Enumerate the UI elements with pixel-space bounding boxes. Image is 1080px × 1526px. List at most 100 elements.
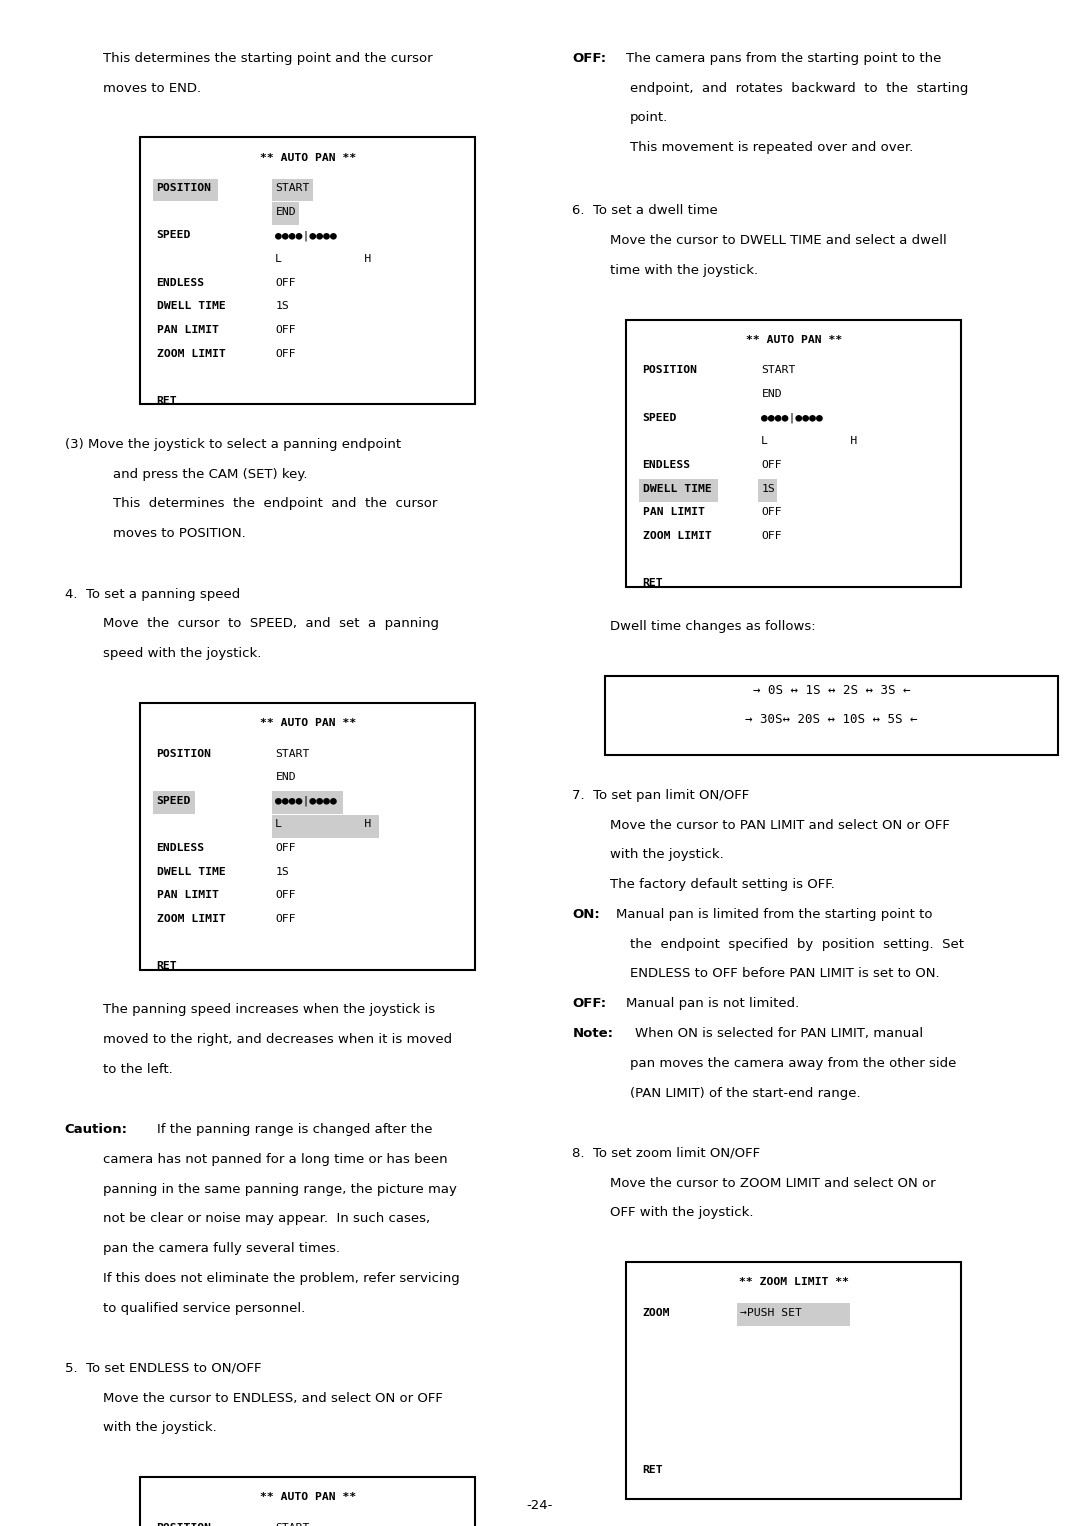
Text: ** AUTO PAN **: ** AUTO PAN **: [259, 153, 356, 163]
Text: point.: point.: [630, 111, 667, 125]
Text: ●●●●|●●●●: ●●●●|●●●●: [275, 795, 337, 806]
Text: → 0S ↔ 1S ↔ 2S ↔ 3S ←: → 0S ↔ 1S ↔ 2S ↔ 3S ←: [753, 684, 910, 697]
Text: -24-: -24-: [527, 1499, 553, 1512]
Text: This  determines  the  endpoint  and  the  cursor: This determines the endpoint and the cur…: [113, 497, 437, 511]
Bar: [153, 179, 217, 201]
Text: 8.  To set zoom limit ON/OFF: 8. To set zoom limit ON/OFF: [572, 1148, 760, 1160]
Text: END: END: [761, 389, 782, 400]
Text: (PAN LIMIT) of the start-end range.: (PAN LIMIT) of the start-end range.: [630, 1087, 861, 1100]
Text: Move  the  cursor  to  SPEED,  and  set  a  panning: Move the cursor to SPEED, and set a pann…: [103, 617, 438, 630]
Text: POSITION: POSITION: [643, 365, 698, 375]
Text: OFF: OFF: [275, 914, 296, 925]
Bar: [272, 201, 298, 224]
Text: The factory default setting is OFF.: The factory default setting is OFF.: [610, 877, 835, 891]
Text: When ON is selected for PAN LIMIT, manual: When ON is selected for PAN LIMIT, manua…: [635, 1027, 923, 1041]
Text: START: START: [275, 1523, 310, 1526]
Text: endpoint,  and  rotates  backward  to  the  starting: endpoint, and rotates backward to the st…: [630, 81, 968, 95]
Text: OFF: OFF: [275, 842, 296, 853]
Text: ZOOM LIMIT: ZOOM LIMIT: [643, 531, 712, 542]
Text: END: END: [275, 206, 296, 217]
Text: The panning speed increases when the joystick is: The panning speed increases when the joy…: [103, 1003, 435, 1016]
Text: 5.  To set ENDLESS to ON/OFF: 5. To set ENDLESS to ON/OFF: [65, 1361, 261, 1375]
Text: This determines the starting point and the cursor: This determines the starting point and t…: [103, 52, 432, 66]
Bar: [626, 1262, 961, 1499]
Text: ZOOM LIMIT: ZOOM LIMIT: [157, 914, 226, 925]
Text: PAN LIMIT: PAN LIMIT: [643, 507, 704, 517]
Text: L            H: L H: [275, 253, 372, 264]
Text: moved to the right, and decreases when it is moved: moved to the right, and decreases when i…: [103, 1033, 451, 1047]
Text: Move the cursor to ZOOM LIMIT and select ON or: Move the cursor to ZOOM LIMIT and select…: [610, 1177, 936, 1190]
Text: POSITION: POSITION: [157, 1523, 212, 1526]
Text: If this does not eliminate the problem, refer servicing: If this does not eliminate the problem, …: [103, 1271, 459, 1285]
Text: moves to POSITION.: moves to POSITION.: [113, 526, 246, 540]
Text: Move the cursor to PAN LIMIT and select ON or OFF: Move the cursor to PAN LIMIT and select …: [610, 818, 950, 832]
Text: ZOOM: ZOOM: [643, 1308, 670, 1318]
Text: OFF:: OFF:: [572, 998, 607, 1010]
Text: POSITION: POSITION: [157, 183, 212, 194]
Text: Move the cursor to DWELL TIME and select a dwell: Move the cursor to DWELL TIME and select…: [610, 233, 947, 247]
Text: POSITION: POSITION: [157, 748, 212, 758]
Text: Dwell time changes as follows:: Dwell time changes as follows:: [610, 620, 815, 633]
Text: Caution:: Caution:: [65, 1123, 127, 1137]
Bar: [758, 479, 778, 502]
Text: 7.  To set pan limit ON/OFF: 7. To set pan limit ON/OFF: [572, 789, 750, 803]
Bar: [626, 319, 961, 586]
Text: END: END: [275, 772, 296, 783]
Text: OFF: OFF: [275, 278, 296, 288]
Text: The camera pans from the starting point to the: The camera pans from the starting point …: [626, 52, 942, 66]
Text: 4.  To set a panning speed: 4. To set a panning speed: [65, 588, 240, 601]
Text: ** AUTO PAN **: ** AUTO PAN **: [259, 717, 356, 728]
Text: START: START: [275, 183, 310, 194]
Text: OFF: OFF: [761, 459, 782, 470]
Text: ●●●●|●●●●: ●●●●|●●●●: [275, 230, 337, 241]
Text: → 30S↔ 20S ↔ 10S ↔ 5S ←: → 30S↔ 20S ↔ 10S ↔ 5S ←: [745, 713, 918, 726]
Text: OFF: OFF: [275, 348, 296, 359]
Bar: [737, 1303, 850, 1326]
Text: 1S: 1S: [761, 484, 775, 494]
Text: OFF:: OFF:: [572, 52, 607, 66]
Text: speed with the joystick.: speed with the joystick.: [103, 647, 261, 661]
Text: to qualified service personnel.: to qualified service personnel.: [103, 1302, 305, 1315]
Bar: [140, 702, 475, 969]
Text: OFF: OFF: [761, 507, 782, 517]
Bar: [140, 1477, 475, 1526]
Text: DWELL TIME: DWELL TIME: [157, 301, 226, 311]
Text: SPEED: SPEED: [157, 795, 191, 806]
Text: PAN LIMIT: PAN LIMIT: [157, 890, 218, 900]
Text: PAN LIMIT: PAN LIMIT: [157, 325, 218, 336]
Text: Note:: Note:: [572, 1027, 613, 1041]
Text: SPEED: SPEED: [157, 230, 191, 241]
Text: ●●●●|●●●●: ●●●●|●●●●: [761, 412, 823, 423]
Text: not be clear or noise may appear.  In such cases,: not be clear or noise may appear. In suc…: [103, 1212, 430, 1225]
Text: 1S: 1S: [275, 867, 289, 877]
Text: pan moves the camera away from the other side: pan moves the camera away from the other…: [630, 1058, 956, 1070]
Text: START: START: [761, 365, 796, 375]
Bar: [153, 790, 195, 813]
Text: pan the camera fully several times.: pan the camera fully several times.: [103, 1242, 339, 1256]
Text: OFF: OFF: [761, 531, 782, 542]
Text: with the joystick.: with the joystick.: [103, 1421, 216, 1434]
Text: 6.  To set a dwell time: 6. To set a dwell time: [572, 204, 718, 218]
Bar: [140, 137, 475, 404]
Text: ON:: ON:: [572, 908, 600, 922]
Bar: [272, 815, 379, 838]
Text: RET: RET: [157, 395, 177, 406]
Text: the  endpoint  specified  by  position  setting.  Set: the endpoint specified by position setti…: [630, 937, 963, 951]
Text: OFF: OFF: [275, 890, 296, 900]
Text: OFF with the joystick.: OFF with the joystick.: [610, 1207, 754, 1219]
Text: Manual pan is limited from the starting point to: Manual pan is limited from the starting …: [616, 908, 932, 922]
Text: (3) Move the joystick to select a panning endpoint: (3) Move the joystick to select a pannin…: [65, 438, 401, 452]
Text: 1S: 1S: [275, 301, 289, 311]
Text: ** ZOOM LIMIT **: ** ZOOM LIMIT **: [739, 1277, 849, 1288]
Text: with the joystick.: with the joystick.: [610, 848, 724, 862]
Text: ENDLESS to OFF before PAN LIMIT is set to ON.: ENDLESS to OFF before PAN LIMIT is set t…: [630, 967, 940, 981]
Text: ZOOM LIMIT: ZOOM LIMIT: [157, 348, 226, 359]
Text: camera has not panned for a long time or has been: camera has not panned for a long time or…: [103, 1152, 447, 1166]
Text: to the left.: to the left.: [103, 1062, 173, 1076]
Text: panning in the same panning range, the picture may: panning in the same panning range, the p…: [103, 1183, 457, 1196]
Text: ENDLESS: ENDLESS: [157, 278, 205, 288]
Text: ** AUTO PAN **: ** AUTO PAN **: [745, 334, 842, 345]
Text: L            H: L H: [275, 819, 372, 830]
Text: SPEED: SPEED: [643, 412, 677, 423]
Text: DWELL TIME: DWELL TIME: [157, 867, 226, 877]
